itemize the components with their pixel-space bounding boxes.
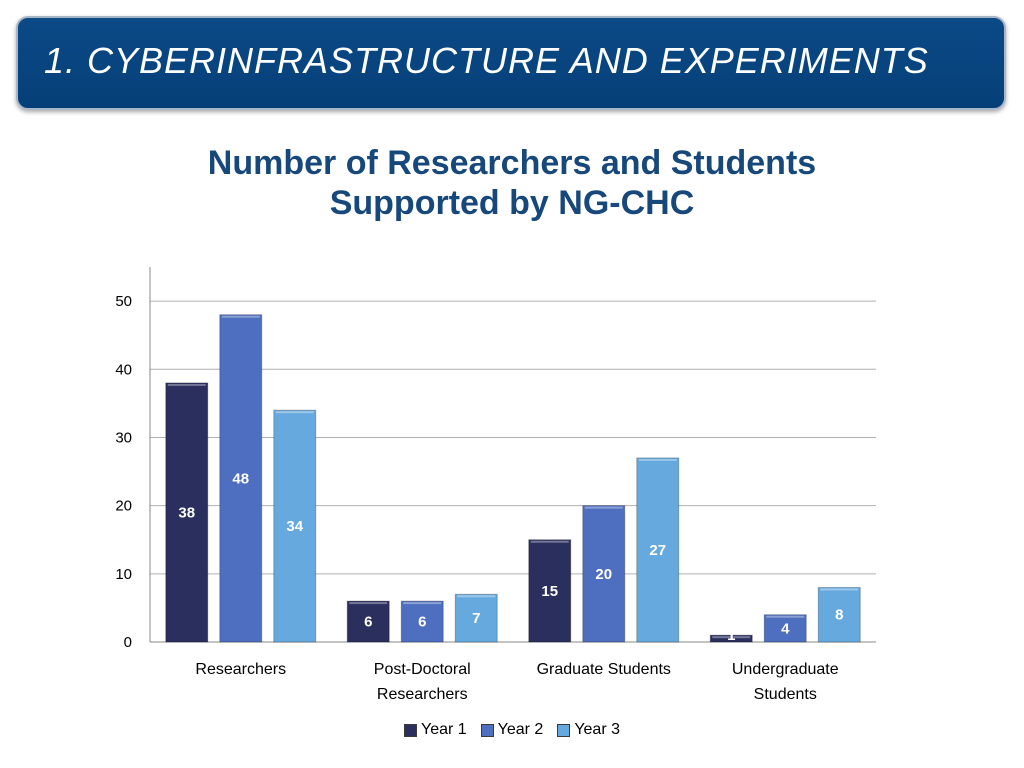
legend-item-year-2: Year 2 xyxy=(480,719,544,741)
y-tick-label: 0 xyxy=(124,634,132,651)
bar xyxy=(400,600,444,643)
x-tick-label: Researchers xyxy=(195,661,286,678)
bar xyxy=(636,457,680,643)
data-label: 4 xyxy=(781,620,790,637)
bar-highlight xyxy=(820,588,859,591)
bar xyxy=(582,505,626,643)
bar-highlight xyxy=(766,615,805,618)
bar-highlight xyxy=(638,458,677,461)
x-tick-label: Students xyxy=(754,686,817,703)
legend-swatch-year-1 xyxy=(403,723,417,737)
bar xyxy=(165,382,209,643)
title-banner: 1. CYBERINFRASTRUCTURE AND EXPERIMENTS xyxy=(16,16,1006,110)
data-label: 34 xyxy=(286,518,303,535)
data-label: 38 xyxy=(178,504,195,521)
bar xyxy=(709,634,753,643)
bar-highlight xyxy=(584,506,623,509)
bar-highlight xyxy=(712,636,751,639)
chart-title-line-1: Number of Researchers and Students xyxy=(207,144,817,182)
bar xyxy=(273,409,317,643)
chart-title: Number of Researchers and Students Suppo… xyxy=(0,143,1024,223)
data-label: 48 xyxy=(232,470,249,487)
bar xyxy=(454,593,498,643)
y-tick-label: 30 xyxy=(115,429,132,446)
legend-label-year-3: Year 3 xyxy=(574,721,620,738)
data-label: 6 xyxy=(418,614,426,631)
x-tick-label: Researchers xyxy=(377,686,468,703)
bar-highlight xyxy=(530,540,569,543)
slide-title: 1. CYBERINFRASTRUCTURE AND EXPERIMENTS xyxy=(44,40,929,81)
x-tick-label: Undergraduate xyxy=(732,661,839,678)
legend-swatch-year-3 xyxy=(557,723,571,737)
legend-item-year-1: Year 1 xyxy=(403,719,467,741)
data-label: 27 xyxy=(649,542,666,559)
y-tick-label: 40 xyxy=(115,361,132,378)
bar-highlight xyxy=(275,411,314,414)
bar xyxy=(763,614,807,643)
bar-highlight xyxy=(457,595,496,598)
data-label: 15 xyxy=(541,583,558,600)
x-tick-label: Post-Doctoral xyxy=(374,661,471,678)
data-label: 20 xyxy=(595,566,612,583)
legend-swatch-year-2 xyxy=(480,723,494,737)
chart-legend: Year 1 Year 2 Year 3 xyxy=(0,719,1024,741)
data-label: 8 xyxy=(835,607,843,624)
legend-item-year-3: Year 3 xyxy=(557,719,620,741)
y-tick-label: 10 xyxy=(115,566,132,583)
data-label: 6 xyxy=(364,614,372,631)
legend-label-year-2: Year 2 xyxy=(497,721,544,738)
bar xyxy=(528,539,572,643)
y-tick-label: 50 xyxy=(115,293,132,310)
bar-highlight xyxy=(167,383,206,386)
data-label: 7 xyxy=(472,610,480,627)
bar-highlight xyxy=(349,602,388,605)
bar xyxy=(817,586,861,643)
bar xyxy=(219,314,263,643)
y-tick-label: 20 xyxy=(115,498,132,515)
x-tick-label: Graduate Students xyxy=(537,661,671,678)
bar xyxy=(346,600,390,643)
bar-highlight xyxy=(403,602,442,605)
bar-highlight xyxy=(221,315,260,318)
legend-label-year-1: Year 1 xyxy=(420,721,467,738)
chart-title-line-2: Supported by NG-CHC xyxy=(329,184,695,222)
data-label: 1 xyxy=(727,627,735,644)
